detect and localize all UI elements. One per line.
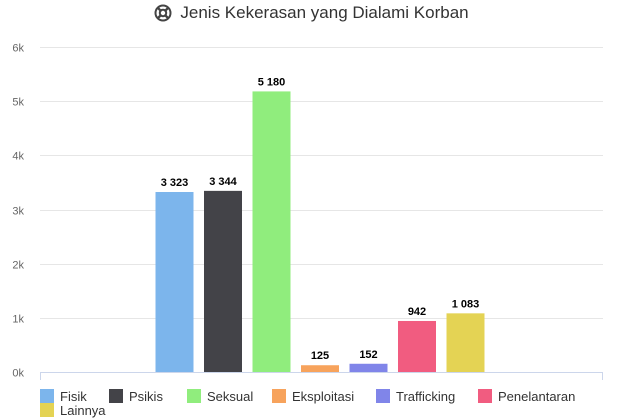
legend-item: Lainnya (60, 403, 106, 418)
legend-item: Psikis (129, 389, 163, 404)
legend-swatch (109, 389, 123, 403)
legend-item: Eksploitasi (292, 389, 354, 404)
data-label: 942 (408, 306, 426, 318)
bar-seksual (252, 91, 291, 373)
data-label: 125 (311, 350, 329, 362)
legend-item: Penelantaran (498, 389, 575, 404)
y-tick-label: 5k (12, 97, 24, 109)
legend-swatch (40, 403, 54, 417)
bar-psikis (204, 190, 242, 372)
data-label: 1 083 (452, 298, 480, 310)
legend-swatch (478, 389, 492, 403)
legend-swatch (40, 389, 54, 403)
bar-trafficking (349, 363, 388, 372)
legend-item: Seksual (207, 389, 253, 404)
life-ring-icon (154, 4, 172, 22)
y-tick-label: 1k (12, 314, 24, 326)
y-tick-label: 4k (12, 151, 24, 163)
y-tick-label: 3k (12, 206, 24, 218)
y-tick-label: 0k (12, 368, 24, 380)
bar-penelantaran (398, 320, 436, 372)
legend-item: Fisik (60, 389, 87, 404)
bar-lainnya (446, 313, 485, 372)
data-label: 3 344 (209, 176, 237, 188)
legend-swatch (376, 389, 390, 403)
y-tick-label: 2k (12, 260, 24, 272)
bar-eksploitasi (301, 365, 339, 372)
data-label: 5 180 (258, 76, 286, 88)
chart-title: Jenis Kekerasan yang Dialami Korban (0, 1, 623, 25)
legend-swatch (187, 389, 201, 403)
data-label: 152 (359, 349, 377, 361)
bar-fisik (155, 192, 194, 372)
chart-title-text: Jenis Kekerasan yang Dialami Korban (180, 3, 469, 22)
legend-item: Trafficking (396, 389, 455, 404)
y-tick-label: 6k (12, 43, 24, 55)
data-label: 3 323 (161, 177, 189, 189)
legend-swatch (272, 389, 286, 403)
